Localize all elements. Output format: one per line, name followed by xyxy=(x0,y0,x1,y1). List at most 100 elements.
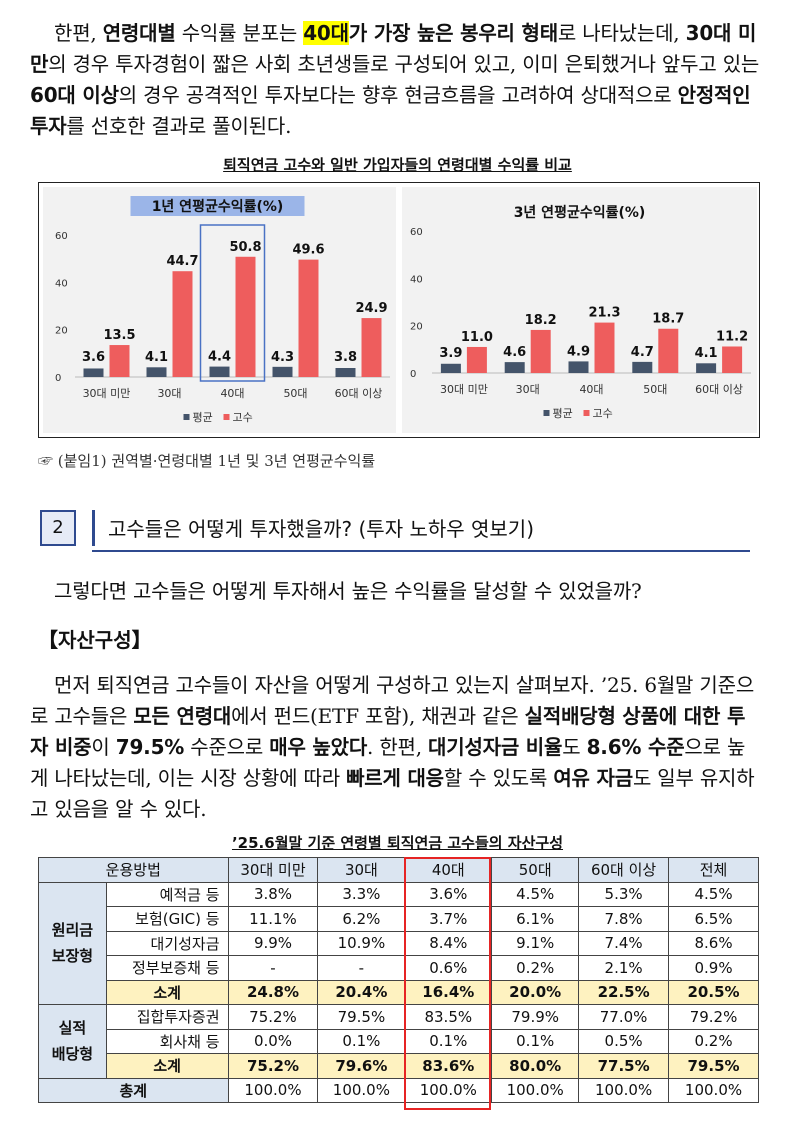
body-text: 수준으로 xyxy=(184,735,270,759)
bar-average xyxy=(440,363,461,373)
row-label: 집합투자증권 xyxy=(105,1004,229,1030)
bar-expert xyxy=(658,328,679,373)
section-divider-bar xyxy=(92,510,95,546)
value-cell: 0.5% xyxy=(578,1028,670,1054)
body-text: 도 일부 유지하고 있음을 알 수 있다. xyxy=(30,766,755,821)
value-cell: 4.5% xyxy=(668,881,759,907)
y-tick-label: 40 xyxy=(410,274,423,285)
legend-swatch xyxy=(223,414,230,420)
y-tick-label: 0 xyxy=(55,373,61,384)
subtotal-cell: 16.4% xyxy=(404,979,493,1005)
bar-expert xyxy=(594,322,615,373)
body-bold: 79.5% xyxy=(115,735,185,759)
y-tick-label: 20 xyxy=(55,326,68,337)
intro-bold: 30대 미만 xyxy=(30,21,757,76)
table-header-row: 운용방법 30대 미만 30대 40대 50대 60대 이상 전체 xyxy=(38,857,759,883)
body-text: 이 xyxy=(91,735,116,759)
x-tick-label: 30대 미만 xyxy=(83,387,131,400)
y-tick-label: 60 xyxy=(410,227,423,238)
section-number: 2 xyxy=(40,510,76,546)
subtotal-cell: 75.2% xyxy=(227,1053,319,1079)
total-cell: 100.0% xyxy=(404,1077,493,1103)
table-row: 회사채 등 0.0% 0.1% 0.1% 0.1% 0.5% 0.2% xyxy=(39,1028,759,1054)
value-cell: 75.2% xyxy=(227,1004,319,1030)
question-paragraph: 그렇다면 고수들은 어떻게 투자해서 높은 수익률을 달성할 수 있었을까? xyxy=(54,579,642,603)
legend-label: 평균 xyxy=(193,411,213,424)
value-cell: 8.6% xyxy=(668,930,759,956)
x-tick-label: 30대 xyxy=(157,387,181,400)
bar-expert xyxy=(235,256,256,377)
value-cell: 6.2% xyxy=(317,906,406,932)
value-cell: 11.1% xyxy=(227,906,319,932)
legend-swatch xyxy=(583,410,590,416)
body-bold: 여유 자금 xyxy=(553,766,633,790)
body-bold: 8.6% 수준 xyxy=(586,735,685,759)
intro-bold: 안정적인 투자 xyxy=(30,83,751,138)
body-bold: 대기성자금 비율 xyxy=(428,735,563,759)
subtotal-cell: 83.6% xyxy=(404,1053,493,1079)
bar-average xyxy=(696,363,717,373)
value-cell: 0.1% xyxy=(404,1028,493,1054)
intro-text: 의 경우 공격적인 투자보다는 향후 현금흐름을 고려하여 상대적으로 xyxy=(118,83,678,107)
chart-1y: 1년 연평균수익률(%) 0 20 40 60 3.6 13.5 30대 미만 4.1 44.7 3… xyxy=(55,196,390,424)
body-paragraph: 먼저 퇴직연금 고수들이 자산을 어떻게 구성하고 있는지 살펴보자. ’25.… xyxy=(30,670,760,825)
chart-1y-panel: 1년 연평균수익률(%) 0 20 40 60 3.6 13.5 30대 미만 4.1 44.7 3… xyxy=(43,187,396,433)
intro-bold: 60대 이상 xyxy=(30,83,119,107)
value-cell: 4.5% xyxy=(491,881,580,907)
bar-average xyxy=(632,361,653,373)
value-cell: 3.6% xyxy=(404,881,493,907)
table-title: ’25.6월말 기준 연령별 퇴직연금 고수들의 자산구성 xyxy=(231,834,564,852)
bar-average xyxy=(83,368,104,377)
intro-bold: 연령대별 xyxy=(102,21,176,45)
bar-expert xyxy=(109,345,130,377)
group-label: 원리금 보장형 xyxy=(38,881,107,1005)
total-cell: 100.0% xyxy=(668,1077,759,1103)
row-label: 회사채 등 xyxy=(105,1028,229,1054)
section-header: 2 고수들은 어떻게 투자했을까? (투자 노하우 엿보기) xyxy=(40,510,750,552)
body-text: 에서 펀드(ETF 포함), 채권과 같은 xyxy=(231,704,525,728)
x-tick-label: 40대 xyxy=(579,383,603,396)
header-cell: 전체 xyxy=(668,857,759,883)
value-cell: 0.9% xyxy=(668,955,759,981)
data-label: 44.7 xyxy=(166,254,198,269)
value-cell: 3.3% xyxy=(317,881,406,907)
value-cell: 3.7% xyxy=(404,906,493,932)
x-tick-label: 30대 미만 xyxy=(440,383,488,396)
legend-swatch xyxy=(543,410,550,416)
table-row: 정부보증채 등 - -0.6% 0.2% 2.1% 0.9% xyxy=(39,955,759,981)
value-cell: 83.5% xyxy=(404,1004,493,1030)
value-cell: 10.9% xyxy=(317,930,406,956)
y-tick-label: 40 xyxy=(55,278,68,289)
subtotal-cell: 79.6% xyxy=(317,1053,406,1079)
bar-expert xyxy=(530,329,551,373)
subtotal-cell: 20.4% xyxy=(317,979,406,1005)
value-cell: 3.8% xyxy=(227,881,319,907)
total-cell: 100.0% xyxy=(578,1077,670,1103)
data-label: 4.4 xyxy=(208,350,231,365)
body-bold: 모든 연령대 xyxy=(133,704,232,728)
bar-average xyxy=(272,366,293,377)
header-cell: 40대 xyxy=(404,857,493,883)
intro-bold: 가 가장 높은 봉우리 형태 xyxy=(348,21,558,45)
bar-expert xyxy=(298,259,319,377)
body-bold: 매우 높았다 xyxy=(269,735,368,759)
chart-title: 1년 연평균수익률(%) xyxy=(152,198,284,215)
data-label: 4.7 xyxy=(631,345,654,360)
header-cell: 50대 xyxy=(491,857,580,883)
header-cell: 30대 미만 xyxy=(227,857,319,883)
legend-swatch xyxy=(183,414,190,420)
bar-average xyxy=(335,368,356,377)
bar-expert xyxy=(172,271,193,377)
figure-title: 퇴직연금 고수와 일반 가입자들의 연령대별 수익률 비교 xyxy=(223,156,572,174)
chart-3y: 3년 연평균수익률(%) 0 20 40 60 3.911.0 30대 미만 4.6 18.2 3… xyxy=(410,204,751,420)
value-cell: 79.5% xyxy=(317,1004,406,1030)
body-text: 도 xyxy=(562,735,587,759)
data-label: 4.9 xyxy=(567,344,590,359)
value-cell: 9.1% xyxy=(491,930,580,956)
x-tick-label: 60대 이상 xyxy=(695,383,743,396)
y-tick-label: 60 xyxy=(55,231,68,242)
subtotal-row: 소계 75.2% 79.6% 83.6% 80.0% 77.5% 79.5% xyxy=(39,1053,759,1079)
value-cell: 0.2% xyxy=(491,955,580,981)
total-row: 총계 100.0% 100.0% 100.0% 100.0% 100.0% 100.0% xyxy=(38,1077,759,1103)
value-cell: 79.9% xyxy=(491,1004,580,1030)
